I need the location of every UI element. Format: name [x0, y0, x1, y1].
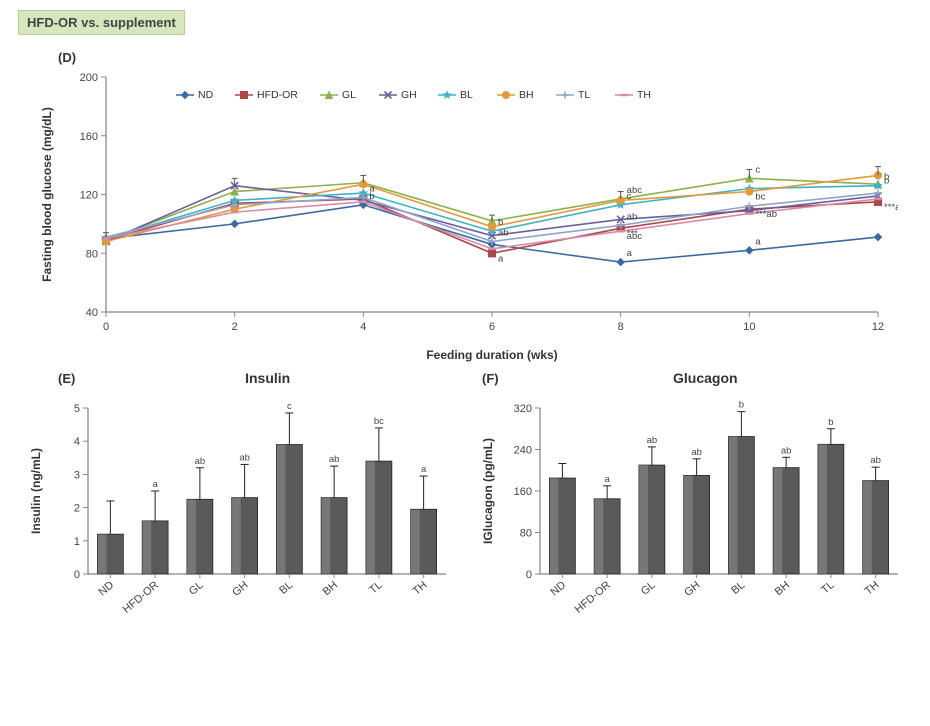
- svg-text:2: 2: [74, 503, 80, 515]
- panel-e-chart: 0 1 2 3 4 5 Insulin (ng/mL) ND a HFD-OR ab GL ab GH c B…: [18, 386, 460, 641]
- svg-text:TL: TL: [819, 579, 837, 596]
- svg-text:a: a: [421, 464, 427, 475]
- svg-text:3: 3: [74, 469, 80, 481]
- svg-text:Fasting blood glucose (mg/dL): Fasting blood glucose (mg/dL): [40, 107, 54, 282]
- svg-text:ab: ab: [781, 445, 792, 456]
- svg-text:bc: bc: [755, 192, 765, 203]
- svg-text:TL: TL: [367, 579, 385, 596]
- svg-text:4: 4: [360, 321, 366, 333]
- svg-text:0: 0: [74, 569, 80, 581]
- svg-text:b: b: [884, 175, 889, 186]
- svg-text:ab: ab: [498, 228, 509, 239]
- svg-text:HFD-OR: HFD-OR: [121, 579, 162, 616]
- svg-text:80: 80: [86, 248, 98, 260]
- svg-text:b: b: [739, 400, 744, 411]
- svg-text:abc: abc: [627, 231, 643, 242]
- svg-text:8: 8: [618, 321, 624, 333]
- svg-text:120: 120: [80, 190, 98, 202]
- svg-text:ND: ND: [198, 89, 214, 101]
- svg-text:BH: BH: [321, 579, 340, 598]
- svg-text:0: 0: [526, 569, 532, 581]
- svg-text:10: 10: [743, 321, 755, 333]
- svg-text:a: a: [369, 183, 375, 194]
- svg-text:a: a: [152, 479, 158, 490]
- svg-text:320: 320: [514, 403, 532, 415]
- panel-d-label: (D): [58, 50, 76, 65]
- svg-text:ab: ab: [239, 452, 250, 463]
- svg-text:BL: BL: [729, 579, 747, 597]
- svg-text:BL: BL: [277, 579, 295, 597]
- svg-text:TH: TH: [637, 89, 651, 101]
- svg-text:1: 1: [74, 536, 80, 548]
- svg-text:0: 0: [103, 321, 109, 333]
- svg-text:5: 5: [74, 403, 80, 415]
- svg-text:12: 12: [872, 321, 884, 333]
- svg-text:HFD-OR: HFD-OR: [257, 89, 298, 101]
- page-title-badge: HFD-OR vs. supplement: [18, 10, 185, 35]
- svg-text:ab: ab: [329, 454, 340, 465]
- svg-text:ab: ab: [195, 456, 206, 467]
- svg-text:GL: GL: [639, 579, 658, 598]
- svg-text:BL: BL: [460, 89, 473, 101]
- svg-text:160: 160: [80, 131, 98, 143]
- svg-text:BH: BH: [773, 579, 792, 598]
- svg-text:c: c: [627, 191, 632, 202]
- svg-text:40: 40: [86, 307, 98, 319]
- svg-text:a: a: [498, 253, 504, 264]
- svg-text:4: 4: [74, 436, 80, 448]
- page-title-text: HFD-OR vs. supplement: [27, 15, 176, 30]
- svg-text:ND: ND: [96, 579, 116, 598]
- svg-text:GH: GH: [230, 579, 250, 599]
- svg-text:IGlucagon (pg/mL): IGlucagon (pg/mL): [481, 438, 495, 544]
- svg-text:6: 6: [489, 321, 495, 333]
- svg-text:ND: ND: [548, 579, 568, 598]
- svg-text:TH: TH: [411, 579, 430, 598]
- svg-text:GL: GL: [342, 89, 356, 101]
- svg-text:ab: ab: [647, 435, 658, 446]
- panel-f-title: Glucagon: [499, 370, 912, 386]
- svg-text:80: 80: [520, 528, 532, 540]
- svg-text:ab: ab: [870, 455, 881, 466]
- svg-text:2: 2: [232, 321, 238, 333]
- svg-text:***ab: ***ab: [755, 209, 777, 220]
- svg-text:c: c: [755, 164, 760, 175]
- svg-text:ab: ab: [691, 447, 702, 458]
- svg-text:GH: GH: [401, 89, 417, 101]
- svg-text:Insulin (ng/mL): Insulin (ng/mL): [29, 448, 43, 534]
- svg-text:***a: ***a: [884, 202, 898, 213]
- svg-text:bc: bc: [374, 416, 384, 427]
- svg-text:GL: GL: [187, 579, 206, 598]
- svg-text:240: 240: [514, 445, 532, 457]
- panel-e-title: Insulin: [75, 370, 460, 386]
- panel-e-label: (E): [58, 371, 75, 386]
- svg-text:ab: ab: [627, 211, 638, 222]
- svg-text:a: a: [755, 236, 761, 247]
- svg-text:200: 200: [80, 72, 98, 84]
- svg-text:Feeding duration (wks): Feeding duration (wks): [426, 348, 557, 362]
- panel-d-chart: 40 80 120 160 200 0 2 4 6 8 10 12 Feeding duration (…: [18, 67, 912, 372]
- panel-f-chart: 0 80 160 240 320 IGlucagon (pg/mL) ND a HFD-OR ab…: [470, 386, 912, 641]
- svg-text:TH: TH: [863, 579, 882, 598]
- panel-f-label: (F): [482, 371, 499, 386]
- svg-text:TL: TL: [578, 89, 590, 101]
- svg-text:GH: GH: [682, 579, 702, 599]
- svg-text:b: b: [828, 417, 833, 428]
- svg-text:a: a: [604, 474, 610, 485]
- svg-text:HFD-OR: HFD-OR: [573, 579, 614, 616]
- svg-text:BH: BH: [519, 89, 534, 101]
- svg-text:160: 160: [514, 486, 532, 498]
- svg-text:a: a: [627, 248, 633, 259]
- svg-text:c: c: [287, 401, 292, 412]
